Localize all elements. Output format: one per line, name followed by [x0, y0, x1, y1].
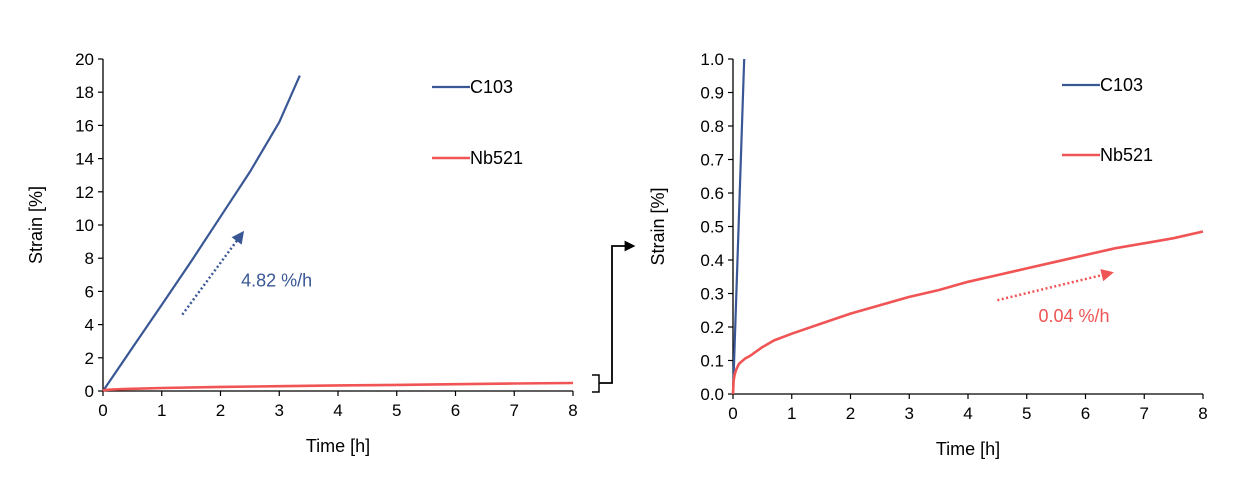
y-tick-label: 6 [85, 282, 94, 301]
legend-label-c103: C103 [470, 77, 513, 97]
x-tick-label: 3 [905, 404, 914, 423]
rate-annotation: 0.04 %/h [1039, 306, 1110, 326]
chart-panel-2: 0.0 0.1 0.2 0.3 0.4 0.5 0.6 0.7 0.8 0.9 1.0 0 1 2 3 4 5 6… [648, 50, 1208, 459]
x-tick-label: 7 [510, 401, 519, 420]
x-tick-label: 2 [216, 401, 225, 420]
x-tick-label: 6 [451, 401, 460, 420]
y-tick-label: 12 [75, 183, 94, 202]
y-tick-label: 14 [75, 150, 94, 169]
x-tick-label: 0 [728, 404, 737, 423]
legend-label-c103: C103 [1100, 75, 1143, 95]
x-tick-label: 5 [1022, 404, 1031, 423]
x-tick-label: 2 [846, 404, 855, 423]
x-tick-label: 8 [568, 401, 577, 420]
zoom-bracket [592, 374, 600, 393]
x-tick-label: 4 [333, 401, 342, 420]
x-tick-label: 0 [98, 401, 107, 420]
x-tick-label: 5 [392, 401, 401, 420]
y-tick-label: 1.0 [700, 50, 724, 69]
y-tick-label: 0.4 [700, 251, 724, 270]
legend-label-nb521: Nb521 [470, 148, 523, 168]
rate-annotation: 4.82 %/h [241, 270, 312, 290]
x-tick-label: 7 [1140, 404, 1149, 423]
y-tick-label: 16 [75, 116, 94, 135]
legend-label-nb521: Nb521 [1100, 145, 1153, 165]
y-axis-title: Strain [%] [26, 186, 46, 264]
y-tick-label: 2 [85, 349, 94, 368]
x-tick-label: 1 [157, 401, 166, 420]
y-tick-label: 10 [75, 216, 94, 235]
y-tick-label: 0.8 [700, 117, 724, 136]
series-line-c103 [731, 58, 746, 395]
series-line-nb521 [731, 230, 1204, 395]
y-tick-label: 0.0 [700, 385, 724, 404]
y-tick-label: 0.9 [700, 84, 724, 103]
x-tick-label: 3 [275, 401, 284, 420]
y-tick-label: 20 [75, 50, 94, 69]
y-tick-label: 0.2 [700, 318, 724, 337]
y-tick-label: 18 [75, 83, 94, 102]
y-tick-label: 8 [85, 249, 94, 268]
x-axis-title: Time [h] [306, 436, 370, 456]
y-tick-label: 0 [85, 382, 94, 401]
y-tick-label: 0.7 [700, 151, 724, 170]
y-tick-label: 4 [85, 316, 94, 335]
x-tick-label: 1 [787, 404, 796, 423]
x-tick-label: 4 [963, 404, 972, 423]
rate-arrow [997, 269, 1114, 302]
x-tick-label: 8 [1198, 404, 1207, 423]
y-tick-label: 0.6 [700, 184, 724, 203]
y-axis-title: Strain [%] [648, 187, 668, 265]
x-axis-title: Time [h] [936, 439, 1000, 459]
zoom-connector-arrow [599, 240, 636, 384]
x-tick-label: 6 [1081, 404, 1090, 423]
y-tick-label: 0.3 [700, 285, 724, 304]
y-tick-label: 0.5 [700, 218, 724, 237]
y-tick-label: 0.1 [700, 352, 724, 371]
series-line-nb521 [102, 381, 574, 393]
rate-arrow [181, 230, 245, 316]
series-line-c103 [102, 75, 301, 392]
